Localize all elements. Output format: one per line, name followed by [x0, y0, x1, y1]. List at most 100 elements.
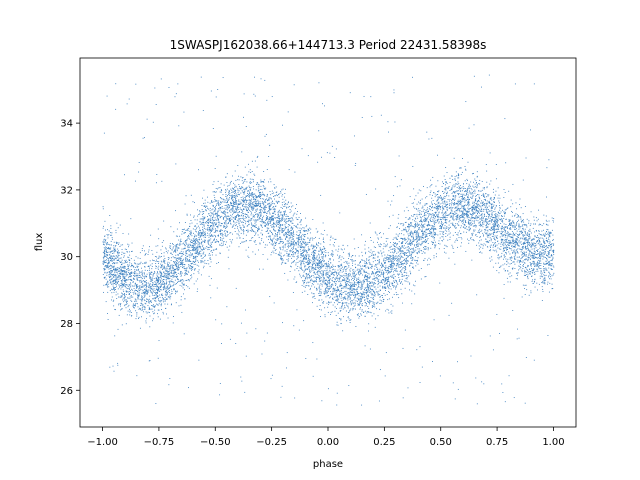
data-point [164, 259, 166, 261]
data-point [233, 211, 235, 213]
data-point [428, 257, 430, 259]
data-point [195, 239, 197, 241]
data-point [383, 299, 385, 300]
data-point [242, 224, 244, 226]
data-point [438, 212, 440, 214]
data-point [133, 293, 135, 295]
data-point [166, 269, 168, 271]
data-point [353, 275, 355, 277]
data-point [173, 275, 174, 277]
data-point [347, 263, 349, 265]
data-point [338, 256, 340, 258]
data-point [319, 247, 321, 249]
data-point [545, 215, 547, 217]
data-point [106, 285, 108, 287]
data-point [525, 246, 526, 248]
data-point [506, 238, 508, 240]
data-point [200, 261, 202, 263]
data-point [326, 276, 328, 278]
data-point [552, 234, 554, 236]
data-point [240, 215, 242, 217]
data-point [257, 230, 258, 231]
data-point [250, 172, 252, 174]
data-point [417, 239, 419, 241]
data-point [323, 246, 325, 248]
data-point [505, 226, 506, 228]
data-point [532, 263, 534, 264]
data-point [174, 269, 175, 271]
data-point [310, 275, 312, 277]
data-point [203, 247, 205, 249]
data-point [141, 270, 143, 272]
data-point [438, 216, 440, 218]
data-point [197, 260, 199, 262]
data-point [197, 247, 199, 249]
data-point [281, 262, 283, 264]
data-point [480, 246, 482, 248]
data-point [210, 238, 212, 240]
data-point [460, 196, 462, 197]
data-point [300, 277, 302, 279]
data-point [331, 271, 333, 273]
data-point [194, 262, 195, 264]
data-point [392, 276, 394, 278]
data-point [249, 188, 251, 190]
data-point [111, 252, 113, 254]
data-point [243, 206, 245, 208]
data-point [450, 222, 452, 224]
data-point [252, 186, 254, 187]
data-point [213, 234, 215, 236]
data-point [534, 245, 536, 247]
data-point [243, 203, 245, 205]
data-point [445, 189, 447, 191]
data-point [180, 243, 182, 245]
data-point [370, 282, 372, 284]
data-point [328, 290, 330, 292]
data-point [404, 255, 406, 256]
data-point [408, 218, 410, 220]
data-point [475, 210, 477, 212]
data-point [217, 235, 219, 237]
data-point [503, 284, 505, 285]
data-point [473, 181, 474, 183]
data-point [272, 212, 273, 214]
data-point [159, 289, 161, 291]
data-point [299, 227, 301, 229]
data-point [481, 189, 483, 191]
data-point [147, 300, 149, 302]
data-point [307, 268, 309, 270]
data-point [543, 277, 545, 279]
data-point [341, 306, 343, 308]
data-point [421, 241, 423, 243]
data-point [484, 203, 485, 205]
data-point [155, 297, 156, 299]
data-point [363, 293, 365, 295]
data-point [138, 274, 140, 276]
data-point [173, 289, 175, 291]
data-point [368, 277, 370, 278]
data-point [190, 233, 192, 235]
data-point [352, 307, 354, 309]
data-point [210, 242, 212, 244]
data-point [131, 272, 132, 274]
data-point [374, 286, 376, 288]
data-point [412, 240, 414, 242]
data-point [442, 199, 444, 201]
data-point [529, 236, 531, 238]
data-point [182, 284, 184, 286]
data-point [123, 272, 125, 274]
data-point [415, 224, 417, 225]
data-point [468, 230, 470, 232]
data-point [155, 278, 157, 280]
data-point [223, 237, 225, 239]
data-point [369, 285, 371, 287]
data-point [428, 211, 429, 212]
data-point [475, 195, 477, 196]
data-point [224, 228, 226, 229]
data-point [511, 245, 512, 247]
data-point [167, 285, 169, 287]
data-point [186, 213, 188, 215]
data-point [196, 231, 197, 233]
data-point [116, 270, 118, 272]
